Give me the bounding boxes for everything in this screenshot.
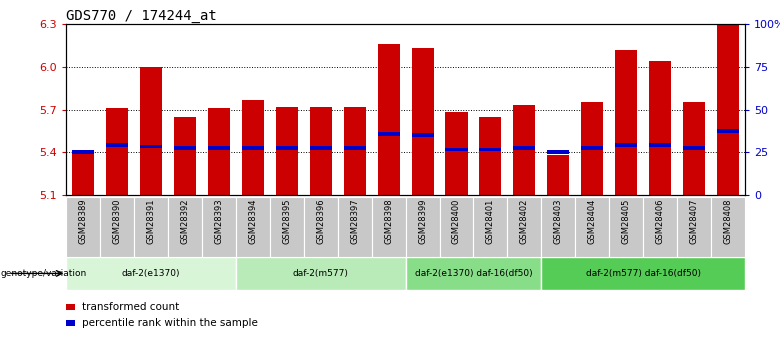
Bar xyxy=(683,146,705,150)
Bar xyxy=(168,197,202,257)
Bar xyxy=(276,146,298,150)
Bar xyxy=(581,146,603,150)
Bar xyxy=(507,197,541,257)
Bar xyxy=(208,146,230,150)
Bar xyxy=(304,197,338,257)
Bar xyxy=(513,146,535,150)
Bar xyxy=(101,197,134,257)
Bar xyxy=(134,197,168,257)
Bar xyxy=(66,257,236,290)
Bar xyxy=(242,100,264,195)
Bar xyxy=(140,145,162,148)
Bar xyxy=(541,197,576,257)
Text: GSM28396: GSM28396 xyxy=(316,198,325,244)
Bar xyxy=(202,197,236,257)
Bar xyxy=(66,304,75,310)
Text: GSM28390: GSM28390 xyxy=(112,198,122,244)
Bar xyxy=(513,105,535,195)
Bar xyxy=(66,320,75,326)
Text: GSM28394: GSM28394 xyxy=(248,198,257,244)
Bar xyxy=(643,197,677,257)
Bar xyxy=(649,61,671,195)
Text: GSM28400: GSM28400 xyxy=(452,198,461,244)
Text: GSM28401: GSM28401 xyxy=(486,198,495,244)
Text: GSM28408: GSM28408 xyxy=(723,198,732,244)
Bar xyxy=(576,197,609,257)
Text: transformed count: transformed count xyxy=(82,302,179,312)
Text: GSM28399: GSM28399 xyxy=(418,198,427,244)
Bar xyxy=(677,197,711,257)
Text: GSM28389: GSM28389 xyxy=(79,198,88,244)
Bar xyxy=(548,155,569,195)
Text: GSM28392: GSM28392 xyxy=(180,198,190,244)
Text: GSM28405: GSM28405 xyxy=(622,198,631,244)
Bar xyxy=(412,133,434,137)
Bar xyxy=(310,107,332,195)
Bar xyxy=(270,197,304,257)
Bar xyxy=(717,24,739,195)
Bar xyxy=(66,197,101,257)
Bar xyxy=(615,143,637,147)
Bar xyxy=(208,108,230,195)
Bar xyxy=(140,67,162,195)
Bar xyxy=(581,102,603,195)
Bar xyxy=(378,44,399,195)
Bar xyxy=(548,150,569,154)
Text: GSM28403: GSM28403 xyxy=(554,198,563,244)
Text: genotype/variation: genotype/variation xyxy=(1,269,87,278)
Text: daf-2(m577) daf-16(df50): daf-2(m577) daf-16(df50) xyxy=(586,269,700,278)
Bar xyxy=(615,50,637,195)
Bar xyxy=(378,132,399,136)
Bar xyxy=(445,148,467,151)
Bar xyxy=(480,117,502,195)
Bar xyxy=(236,257,406,290)
Text: GSM28393: GSM28393 xyxy=(215,198,224,244)
Text: GDS770 / 174244_at: GDS770 / 174244_at xyxy=(66,9,217,23)
Text: GSM28406: GSM28406 xyxy=(655,198,665,244)
Bar xyxy=(683,102,705,195)
Bar xyxy=(242,146,264,150)
Bar xyxy=(609,197,643,257)
Bar xyxy=(440,197,473,257)
Bar xyxy=(310,146,332,150)
Bar xyxy=(541,257,745,290)
Text: GSM28402: GSM28402 xyxy=(519,198,529,244)
Bar xyxy=(480,148,502,151)
Bar xyxy=(73,150,94,154)
Bar xyxy=(174,146,196,150)
Text: GSM28407: GSM28407 xyxy=(690,198,699,244)
Bar xyxy=(406,257,541,290)
Bar xyxy=(338,197,372,257)
Bar xyxy=(276,107,298,195)
Bar xyxy=(174,117,196,195)
Bar xyxy=(711,197,745,257)
Text: GSM28395: GSM28395 xyxy=(282,198,292,244)
Text: GSM28404: GSM28404 xyxy=(587,198,597,244)
Bar xyxy=(236,197,270,257)
Bar xyxy=(717,129,739,133)
Bar xyxy=(445,112,467,195)
Text: daf-2(m577): daf-2(m577) xyxy=(292,269,349,278)
Bar xyxy=(344,146,366,150)
Bar xyxy=(473,197,508,257)
Bar xyxy=(371,197,406,257)
Bar xyxy=(344,107,366,195)
Text: daf-2(e1370) daf-16(df50): daf-2(e1370) daf-16(df50) xyxy=(415,269,532,278)
Bar xyxy=(106,108,128,195)
Text: GSM28391: GSM28391 xyxy=(147,198,156,244)
Bar xyxy=(649,143,671,147)
Text: daf-2(e1370): daf-2(e1370) xyxy=(122,269,180,278)
Bar xyxy=(106,143,128,147)
Text: GSM28397: GSM28397 xyxy=(350,198,360,244)
Bar xyxy=(73,152,94,195)
Bar xyxy=(406,197,440,257)
Text: GSM28398: GSM28398 xyxy=(384,198,393,244)
Text: percentile rank within the sample: percentile rank within the sample xyxy=(82,318,258,328)
Bar xyxy=(412,48,434,195)
